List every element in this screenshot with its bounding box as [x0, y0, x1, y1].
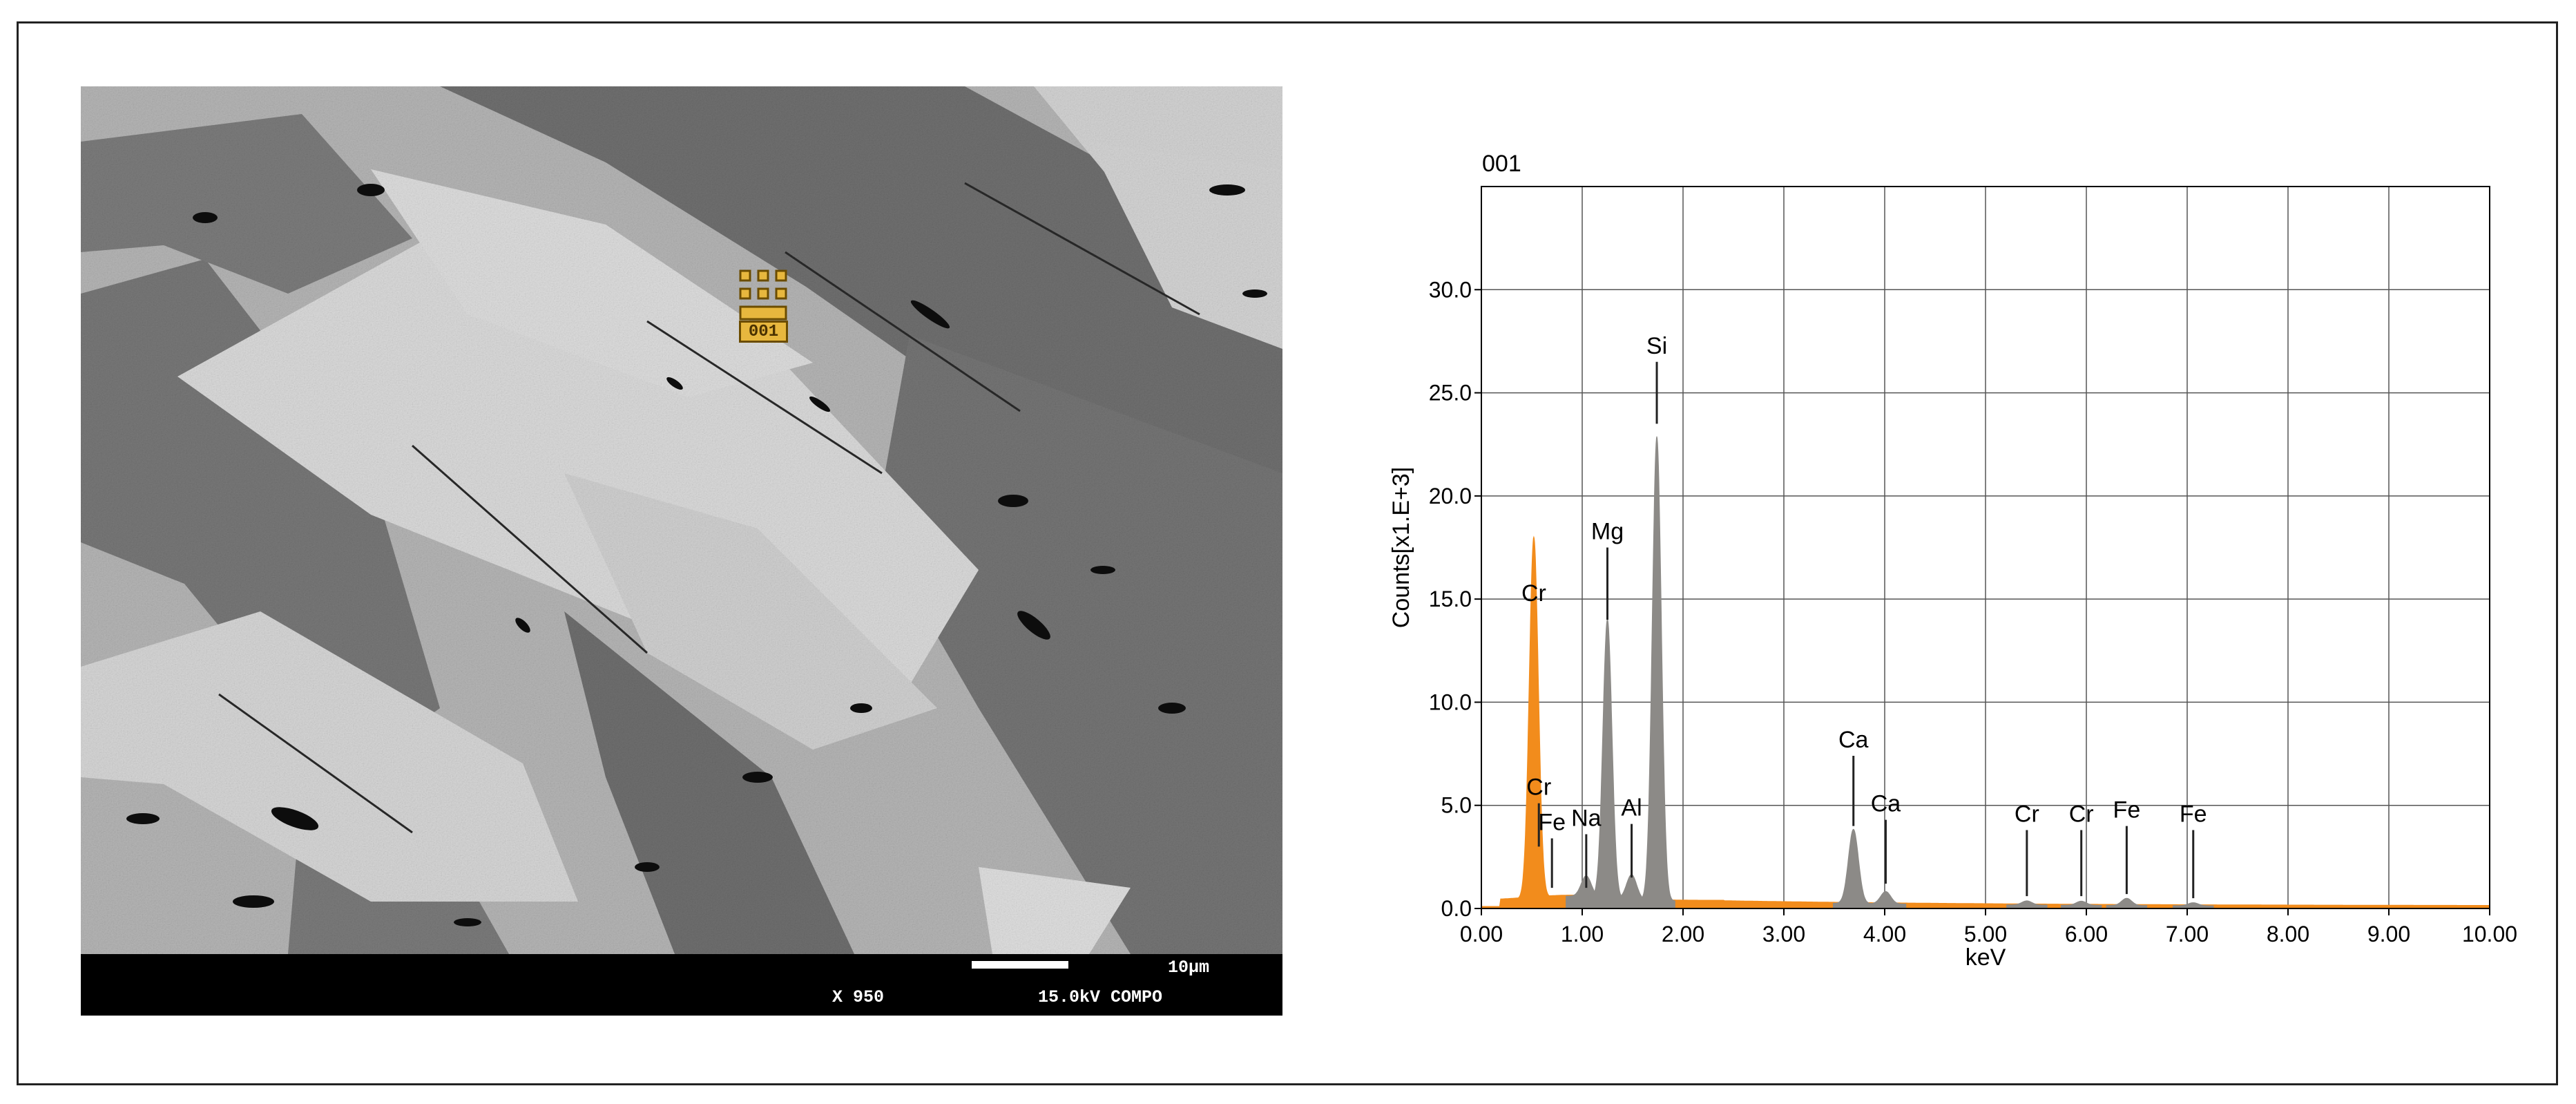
x-tick-label: 4.00 [1863, 922, 1906, 946]
spectrum-series [1481, 436, 2490, 909]
element-label-na: Na [1571, 806, 1602, 832]
y-tick-label: 25.0 [1429, 381, 1472, 406]
x-tick-label: 3.00 [1762, 922, 1805, 946]
x-tick-label: 6.00 [2065, 922, 2108, 946]
spectrum-peak [1515, 535, 1553, 909]
scale-label: 10μm [1168, 958, 1210, 978]
sem-micrograph: 001 10μm X 950 15.0kV COMPO [81, 86, 1282, 1016]
element-label-cr: Cr [2015, 801, 2039, 828]
sem-info-bar: 10μm X 950 15.0kV COMPO [81, 954, 1282, 1016]
analysis-spot-marker [739, 269, 787, 321]
chart-title: 001 [1482, 151, 1521, 177]
spectrum-peak [1833, 828, 1874, 909]
x-tick-label: 2.00 [1662, 922, 1704, 946]
element-label-al: Al [1621, 795, 1642, 821]
y-tick-label: 30.0 [1429, 277, 1472, 302]
sem-image [81, 86, 1282, 954]
y-tick-label: 5.0 [1441, 793, 1472, 818]
x-tick-label: 10.00 [2462, 922, 2517, 946]
y-tick-label: 20.0 [1429, 484, 1472, 508]
spectrum-peak [2006, 900, 2048, 909]
spectrum-peak [2173, 902, 2214, 909]
element-label-cr: Cr [2069, 801, 2094, 828]
element-label-ca: Ca [1838, 727, 1869, 753]
axis-ticks: 0.00 1.00 2.00 3.00 4.00 5.00 6.00 7.00 8.00 9.00… [1429, 277, 2517, 946]
spectrum-peak [1588, 618, 1626, 909]
element-label-fe: Fe [1538, 809, 1566, 835]
y-tick-label: 0.0 [1441, 896, 1472, 921]
element-label-fe: Fe [2180, 801, 2207, 828]
x-tick-label: 7.00 [2166, 922, 2209, 946]
y-tick-label: 10.0 [1429, 689, 1472, 714]
conditions-label: 15.0kV COMPO [1038, 987, 1163, 1007]
x-tick-label: 5.00 [1964, 922, 2007, 946]
y-axis-label: Counts[x1.E+3] [1388, 467, 1414, 628]
element-label-fe: Fe [2113, 797, 2141, 824]
spectrum-peak [2106, 897, 2148, 909]
element-label-mg: Mg [1591, 519, 1624, 545]
x-axis-label: keV [1965, 944, 2006, 971]
element-label-cr: Cr [1526, 774, 1551, 801]
scale-bar [972, 961, 1068, 969]
x-tick-label: 0.00 [1460, 922, 1503, 946]
analysis-spot-label: 001 [739, 321, 788, 343]
spectrum-peak [1638, 436, 1675, 909]
y-tick-label: 15.0 [1429, 587, 1472, 611]
element-label-cr: Cr [1521, 580, 1546, 607]
spectrum-peak [1865, 891, 1907, 909]
x-tick-label: 9.00 [2367, 922, 2410, 946]
element-label-ca: Ca [1871, 791, 1901, 817]
magnification-label: X 950 [832, 987, 885, 1007]
x-tick-label: 1.00 [1561, 922, 1604, 946]
x-tick-label: 8.00 [2267, 922, 2309, 946]
element-label-si: Si [1646, 333, 1667, 359]
spectrum-peak [2061, 900, 2102, 909]
